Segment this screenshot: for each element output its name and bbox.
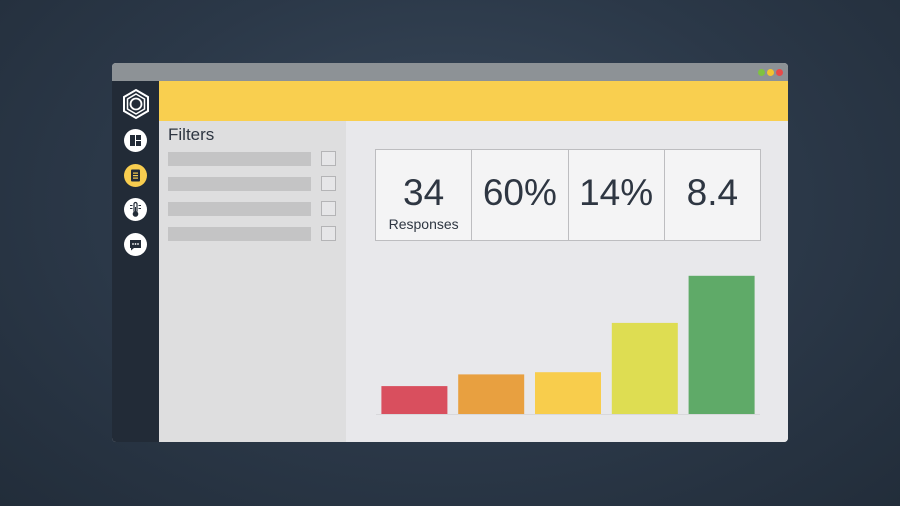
filter-option-placeholder <box>168 177 311 191</box>
filters-title: Filters <box>168 125 215 144</box>
filter-checkbox[interactable] <box>321 201 336 216</box>
filters-panel: Filters <box>159 121 346 442</box>
bar-chart <box>376 275 760 415</box>
dashboard-icon <box>130 135 141 146</box>
filter-row <box>168 176 336 192</box>
document-icon <box>131 169 140 182</box>
logo-icon <box>121 88 151 120</box>
kpi-card: 60% <box>471 150 567 240</box>
kpi-value: 14% <box>579 172 654 213</box>
chat-icon <box>130 240 141 251</box>
kpi-value: 8.4 <box>686 172 739 213</box>
filter-row <box>168 151 336 167</box>
kpi-card-responses: 34 Responses <box>376 150 471 240</box>
app-window: Filters 34 Responses 60% <box>112 63 788 442</box>
sidebar-item-documents[interactable] <box>124 164 147 187</box>
maximize-button[interactable] <box>767 69 774 76</box>
filter-option-placeholder <box>168 227 311 241</box>
filter-option-placeholder <box>168 152 311 166</box>
bar-5 <box>688 275 755 414</box>
filter-checkbox[interactable] <box>321 151 336 166</box>
bar-3 <box>535 372 601 414</box>
bar-2 <box>458 374 525 414</box>
kpi-row: 34 Responses 60% 14% 8.4 <box>375 149 761 241</box>
bar-4 <box>611 322 678 414</box>
thermometer-icon <box>130 201 141 217</box>
kpi-value: 34 <box>403 172 445 213</box>
bar-1 <box>381 386 448 414</box>
filter-row <box>168 226 336 242</box>
main-content: 34 Responses 60% 14% 8.4 <box>346 121 788 442</box>
filter-checkbox[interactable] <box>321 226 336 241</box>
sidebar <box>112 81 159 442</box>
kpi-value: 60% <box>482 172 557 213</box>
title-bar <box>112 63 788 81</box>
filter-option-placeholder <box>168 202 311 216</box>
minimize-button[interactable] <box>758 69 765 76</box>
sidebar-item-sentiment[interactable] <box>124 198 147 221</box>
sidebar-item-messages[interactable] <box>124 233 147 256</box>
sidebar-item-dashboard[interactable] <box>124 129 147 152</box>
app-header <box>159 81 788 121</box>
filter-row <box>168 201 336 217</box>
filter-checkbox[interactable] <box>321 176 336 191</box>
kpi-label: Responses <box>388 216 459 232</box>
close-button[interactable] <box>776 69 783 76</box>
kpi-card: 8.4 <box>663 150 760 240</box>
kpi-card: 14% <box>567 150 664 240</box>
